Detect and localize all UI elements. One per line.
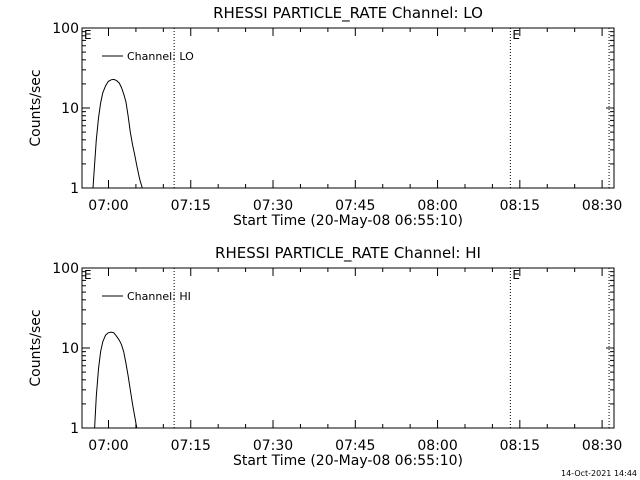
y-axis-label-1: Counts/sec [28,309,44,386]
x-tick-label: 08:30 [582,438,622,454]
corner-marker: E [84,268,92,282]
footer-timestamp: 14-Oct-2021 14:44 [561,469,637,478]
x-tick-label: 07:45 [335,438,375,454]
x-tick-label: 08:15 [500,438,540,454]
x-tick-label: 08:00 [417,198,457,214]
y-tick-label: 10 [61,101,79,117]
y-tick-label: 100 [52,21,79,37]
x-tick-label: 07:15 [171,198,211,214]
x-tick-label: 08:30 [582,198,622,214]
chart-title-0: RHESSI PARTICLE_RATE Channel: LO [213,4,483,23]
x-tick-label: 07:00 [88,438,128,454]
y-tick-label: 1 [70,181,79,197]
chart-title-1: RHESSI PARTICLE_RATE Channel: HI [215,244,481,263]
x-tick-label: 07:45 [335,198,375,214]
y-tick-label: 100 [52,261,79,277]
x-tick-label: 08:00 [417,438,457,454]
event-line-label: E [512,28,520,42]
y-axis-label-0: Counts/sec [28,69,44,146]
corner-marker: E [84,28,92,42]
x-axis-label-1: Start Time (20-May-08 06:55:10) [233,453,463,469]
x-tick-label: 07:15 [171,438,211,454]
series-line-1 [94,331,138,429]
x-tick-label: 07:30 [253,198,293,214]
legend-label-0: Channel: LO [127,50,194,63]
event-line-label: E [512,268,520,282]
legend-label-1: Channel: HI [127,290,191,303]
series-line-0 [92,78,143,189]
x-tick-label: 07:00 [88,198,128,214]
x-axis-label-0: Start Time (20-May-08 06:55:10) [233,213,463,229]
y-tick-label: 1 [70,421,79,437]
x-tick-label: 08:15 [500,198,540,214]
y-tick-label: 10 [61,341,79,357]
x-tick-label: 07:30 [253,438,293,454]
